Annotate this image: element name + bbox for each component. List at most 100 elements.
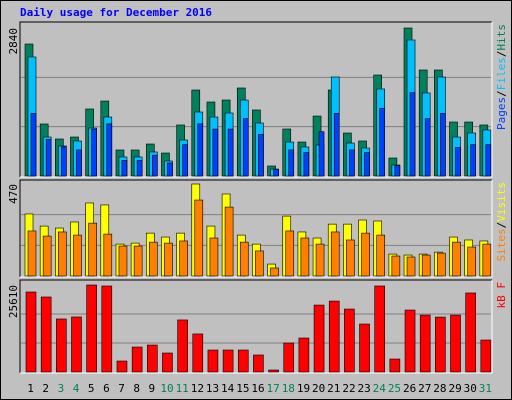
bar — [450, 314, 461, 373]
x-tick-label: 19 — [297, 382, 310, 395]
bar — [298, 337, 310, 373]
legend-entry: Visits — [495, 182, 508, 222]
x-tick-label: 10 — [160, 382, 173, 395]
x-tick-label: 1 — [27, 382, 34, 395]
bar — [237, 349, 249, 373]
bar — [27, 230, 37, 277]
bar — [394, 165, 401, 177]
y-tick-label: 2840 — [7, 28, 20, 55]
plot-border-dark — [19, 279, 492, 373]
legend: Pages/Files/Hits — [495, 24, 508, 130]
x-tick-label: 12 — [191, 382, 204, 395]
bar — [222, 349, 234, 373]
bar — [344, 308, 355, 373]
bar — [194, 199, 204, 277]
bar — [452, 241, 461, 277]
legend-entry: kB F — [495, 282, 508, 309]
bar — [121, 160, 128, 177]
bar — [42, 235, 52, 277]
bar — [197, 123, 204, 177]
bar — [91, 128, 97, 177]
bar — [349, 149, 355, 177]
bar — [164, 242, 173, 277]
x-tick-label: 17 — [267, 382, 280, 395]
bar — [167, 162, 173, 177]
bar — [182, 144, 188, 177]
bar — [440, 113, 446, 177]
bar — [391, 255, 401, 277]
bar — [482, 243, 492, 277]
bar — [437, 252, 446, 277]
legend: Sites/Visits — [495, 182, 508, 262]
chart-title: Daily usage for December 2016 — [20, 6, 212, 19]
x-tick-label: 16 — [251, 382, 264, 395]
bar — [116, 360, 128, 373]
x-tick-label: 7 — [118, 382, 125, 395]
x-tick-label: 25 — [388, 382, 401, 395]
bar — [106, 123, 113, 177]
bar — [283, 342, 295, 373]
bar — [328, 300, 340, 373]
bar — [270, 267, 279, 277]
bar — [364, 152, 370, 177]
bar — [151, 154, 158, 177]
bar — [45, 139, 52, 177]
bar — [406, 256, 416, 277]
x-tick-label: 14 — [221, 382, 235, 395]
bar — [162, 352, 173, 373]
bar — [435, 316, 446, 373]
bar — [209, 237, 219, 277]
bar — [389, 358, 401, 373]
bar — [465, 292, 476, 373]
bar — [485, 144, 492, 177]
bar — [315, 243, 325, 277]
x-tick-label: 4 — [73, 382, 80, 395]
bar — [421, 254, 431, 277]
bar — [255, 250, 264, 277]
bar — [207, 349, 219, 373]
x-tick-label: 15 — [236, 382, 249, 395]
x-tick-label: 24 — [373, 382, 387, 395]
bar — [40, 296, 52, 373]
bar — [253, 354, 264, 373]
bar — [376, 234, 386, 277]
bar — [300, 237, 310, 277]
y-tick-label: 470 — [7, 184, 20, 204]
bar — [470, 144, 476, 177]
x-tick-label: 20 — [312, 382, 325, 395]
legend-separator: / — [495, 90, 508, 97]
bar — [30, 113, 37, 177]
bar — [131, 346, 143, 373]
x-tick-label: 13 — [206, 382, 219, 395]
bar — [404, 309, 416, 373]
bar — [56, 318, 67, 373]
bar — [273, 169, 279, 177]
x-tick-label: 5 — [88, 382, 95, 395]
x-tick-label: 23 — [358, 382, 371, 395]
legend-separator: / — [495, 222, 508, 229]
bar — [268, 369, 279, 373]
x-tick-label: 2 — [42, 382, 49, 395]
bar — [103, 233, 113, 277]
bar — [146, 344, 158, 373]
x-tick-label: 29 — [448, 382, 461, 395]
bar — [192, 333, 204, 373]
bar — [133, 245, 143, 277]
bar — [303, 152, 310, 177]
bar — [379, 107, 386, 177]
bar — [467, 246, 476, 277]
plot-border-light — [20, 22, 493, 178]
bar — [177, 319, 188, 373]
bar — [374, 285, 386, 373]
legend-entry: Files — [495, 57, 508, 90]
bar — [71, 316, 82, 373]
x-tick-label: 21 — [327, 382, 340, 395]
bar — [227, 128, 234, 177]
bar — [148, 241, 158, 277]
bar — [480, 339, 492, 373]
x-tick-label: 11 — [176, 382, 189, 395]
bar — [73, 234, 82, 277]
bar — [25, 291, 37, 373]
bar — [288, 149, 295, 177]
